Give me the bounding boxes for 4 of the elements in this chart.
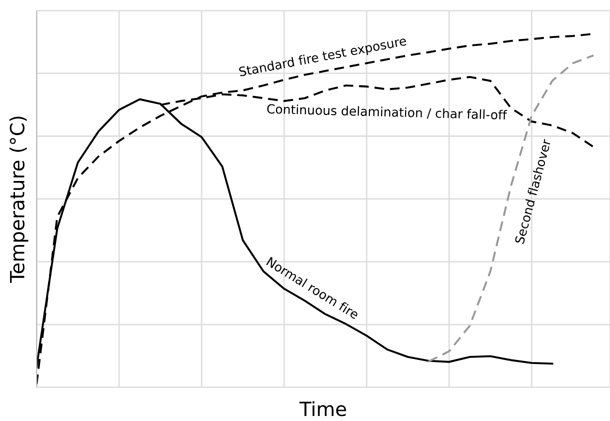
x-axis-title: Time [299,401,346,416]
series-label: Continuous delamination / char fall-off [267,104,508,121]
text: Standard fire test exposure [238,36,408,79]
y-axis-title: Temperature (°C) [9,116,28,283]
